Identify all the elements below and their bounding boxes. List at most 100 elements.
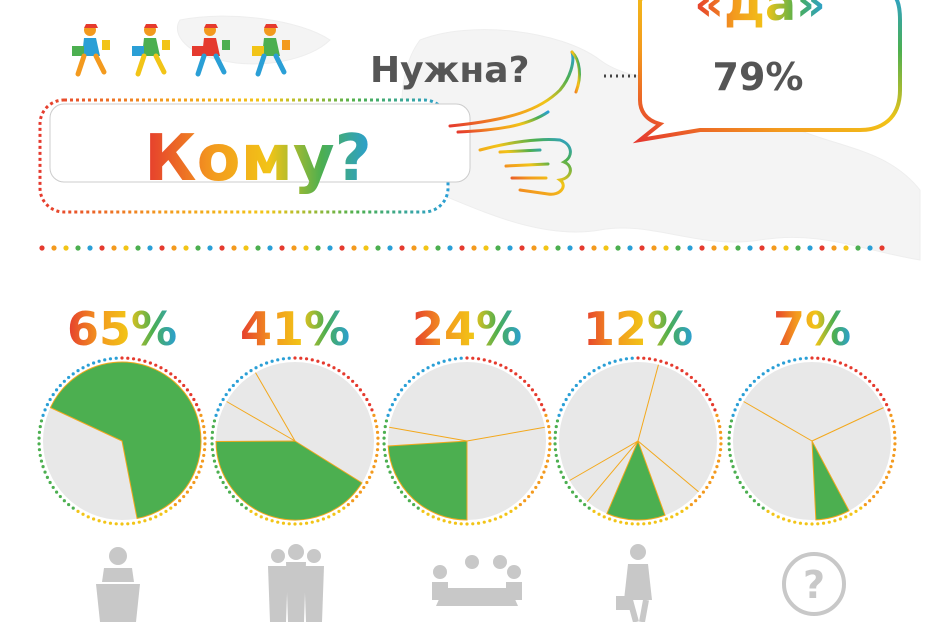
dotted-divider — [39, 245, 885, 251]
pie-ring-dot — [587, 372, 591, 376]
pie-ring-dot — [254, 366, 258, 370]
pie-ring-dot — [872, 383, 876, 388]
pie-ring-dot — [493, 361, 497, 365]
pie-ring-dot — [534, 485, 538, 490]
divider-dot — [531, 245, 537, 251]
pie-ring-dot — [185, 490, 190, 494]
pie-ring-dot — [567, 392, 571, 397]
pie-ring-dot — [416, 506, 420, 510]
pie-ring-dot — [816, 522, 820, 526]
pie-ring-dot — [131, 521, 136, 525]
question-bubble-icon: ? — [782, 552, 846, 616]
pie-ring-dot — [276, 358, 280, 362]
pie-ring-dot — [597, 366, 601, 370]
pie-ring-dot — [421, 369, 425, 373]
pie-ring-dot — [382, 448, 387, 452]
divider-dot — [843, 245, 849, 251]
pie-ring-dot — [200, 419, 205, 423]
pie-ring-dot — [757, 375, 761, 380]
pie-ring-dot — [76, 369, 80, 373]
pie-ring-dot — [553, 436, 557, 440]
divider-dot — [267, 245, 273, 251]
divider-dot — [39, 245, 45, 251]
pie-ring-dot — [859, 506, 863, 510]
pie-ring-dot — [887, 408, 891, 412]
pie-ring-dot — [54, 490, 59, 494]
pie-ring-dot — [376, 442, 380, 446]
pie-ring-dot — [608, 361, 612, 365]
pie-ring-dot — [386, 413, 390, 417]
pie-ring-dot — [299, 522, 303, 526]
divider-dot — [435, 245, 441, 251]
pie-ring-dot — [559, 408, 563, 412]
pie-ring-dot — [448, 520, 452, 524]
pie-ring-dot — [608, 517, 612, 521]
pie-ring-dot — [771, 366, 775, 370]
pie-value-label: 7% — [773, 302, 851, 356]
divider-dot — [483, 245, 489, 251]
pie-ring-dot — [403, 494, 407, 499]
pie-ring-dot — [798, 521, 803, 525]
postmen-row — [72, 24, 290, 77]
pie-ring-dot — [844, 363, 848, 367]
pie-ring-dot — [680, 509, 684, 513]
pie-divider-line — [466, 426, 545, 442]
postman-icon — [72, 24, 110, 77]
pie-ring-dot — [545, 459, 550, 463]
pie-ring-dot — [372, 413, 376, 417]
pie-ring-dot — [358, 490, 363, 494]
pie-ring-dot — [373, 419, 378, 423]
pie-ring-dot — [370, 470, 374, 474]
pie-ring-dot — [530, 388, 535, 392]
pie-divider-line — [743, 401, 813, 442]
pie-ring-dot — [199, 413, 203, 417]
pie-ring-dot — [126, 522, 130, 526]
pie-ring-dot — [259, 515, 263, 519]
pie-ring-dot — [553, 430, 558, 434]
divider-dot — [519, 245, 525, 251]
divider-dot — [243, 245, 249, 251]
pie-ring-dot — [194, 403, 199, 407]
pie-ring-dot — [592, 509, 596, 513]
divider-dot — [855, 245, 861, 251]
divider-dot — [351, 245, 357, 251]
question-need-text: Нужна? — [370, 50, 529, 91]
divider-dot — [627, 245, 633, 251]
pie-ring-dot — [548, 436, 552, 440]
divider-dot — [723, 245, 729, 251]
pie-ring-dot — [523, 379, 527, 383]
pie-ring-dot — [542, 470, 546, 474]
pie-ring-dot — [210, 442, 214, 446]
pie-ring-dot — [137, 358, 141, 362]
pie-ring-dot — [689, 502, 693, 507]
divider-dot — [615, 245, 621, 251]
pie-ring-dot — [887, 470, 891, 474]
pie-ring-dot — [892, 453, 896, 458]
pie-ring-dot — [733, 470, 737, 474]
pie-ring-dot — [216, 470, 220, 474]
pie-ring-dot — [412, 375, 416, 380]
divider-dot — [363, 245, 369, 251]
pie-ring-dot — [41, 465, 45, 469]
pie-ring-dot — [863, 502, 867, 507]
pie-ring-dot — [544, 465, 548, 469]
pie-ring-dot — [553, 442, 557, 446]
postman-icon — [252, 24, 290, 77]
pie-ring-dot — [719, 436, 723, 440]
pie-divider-line — [226, 401, 296, 442]
pie-ring-dot — [882, 397, 886, 402]
pie-slice — [811, 440, 850, 521]
pie-ring-dot — [164, 369, 168, 373]
pie-ring-dot — [375, 448, 380, 452]
pie-ring-dot — [159, 512, 163, 516]
pie-ring-dot — [384, 419, 389, 423]
pie-ring-dot — [270, 519, 274, 523]
pie-ring-dot — [426, 512, 430, 516]
answer-word-text: «Да» — [694, 0, 825, 31]
pie-ring-dot — [218, 403, 223, 407]
pie-ring-dot — [327, 515, 331, 519]
pie-ring-dot — [197, 408, 201, 412]
pie-ring-dot — [92, 517, 96, 521]
pie-ring-dot — [214, 413, 218, 417]
pie-ring-dot — [346, 502, 350, 507]
